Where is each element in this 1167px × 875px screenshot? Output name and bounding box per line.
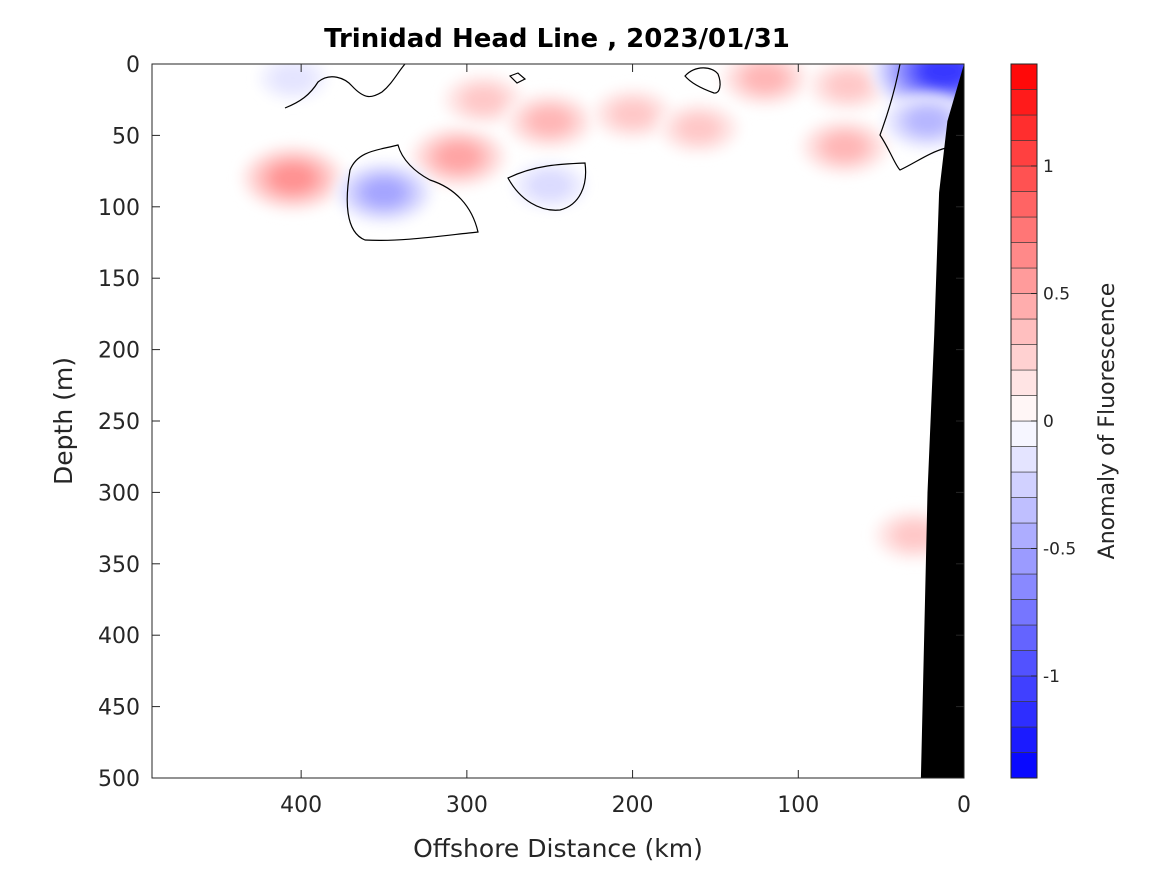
colorbar-level <box>1010 650 1038 677</box>
colorbar-level <box>1010 548 1038 575</box>
positive-anomaly <box>592 88 673 140</box>
colorbar-level <box>1010 420 1038 447</box>
bathymetry-shelf <box>920 64 964 778</box>
colorbar-tick-label: -0.5 <box>1043 540 1076 560</box>
colorbar-label: Anomaly of Fluorescence <box>1095 283 1120 560</box>
y-axis-label: Depth (m) <box>49 357 78 485</box>
x-tick-label: 100 <box>777 793 819 818</box>
colorbar-level <box>1010 140 1038 167</box>
colorbar-tick-label: 1 <box>1043 157 1054 177</box>
zero-contour-line <box>684 67 721 94</box>
colorbar-level <box>1010 344 1038 371</box>
zero-contour-line <box>284 64 406 109</box>
anomaly-field <box>240 64 964 561</box>
colorbar-level <box>1010 318 1038 345</box>
colorbar-level <box>1010 701 1038 728</box>
x-tick-label: 0 <box>957 793 971 818</box>
colorbar-level <box>1010 471 1038 498</box>
colorbar-frame <box>1010 63 1038 779</box>
negative-anomaly <box>513 162 586 209</box>
colorbar-level <box>1010 752 1038 779</box>
y-tick-label: 200 <box>98 339 140 364</box>
colorbar-level <box>1010 573 1038 600</box>
x-axis: 400 300 200 100 0 <box>280 64 971 818</box>
colorbar-level <box>1010 497 1038 524</box>
positive-anomaly <box>505 93 594 150</box>
negative-anomaly <box>258 64 327 101</box>
colorbar: -1 -0.5 0 0.5 1 <box>1010 63 1076 779</box>
colorbar-level <box>1010 63 1038 90</box>
positive-anomaly <box>800 118 889 175</box>
colorbar-level <box>1010 165 1038 192</box>
positive-anomaly <box>808 64 888 111</box>
x-tick-label: 300 <box>446 793 488 818</box>
zero-contour-line <box>879 64 947 171</box>
positive-anomaly <box>721 64 810 107</box>
x-axis-label: Offshore Distance (km) <box>413 834 703 863</box>
y-tick-label: 250 <box>98 410 140 435</box>
positive-anomaly <box>658 102 739 154</box>
colorbar-level <box>1010 522 1038 549</box>
zero-contours <box>284 64 947 241</box>
y-tick-label: 50 <box>112 124 140 149</box>
y-tick-label: 400 <box>98 624 140 649</box>
colorbar-level <box>1010 599 1038 626</box>
y-axis: 0 50 100 150 200 250 300 350 400 450 500 <box>98 53 964 792</box>
y-tick-label: 300 <box>98 481 140 506</box>
colorbar-level <box>1010 726 1038 753</box>
colorbar-level <box>1010 114 1038 141</box>
positive-anomaly <box>443 74 524 126</box>
colorbar-level <box>1010 675 1038 702</box>
chart-title: Trinidad Head Line , 2023/01/31 <box>324 24 790 54</box>
positive-anomaly <box>240 145 345 212</box>
y-tick-label: 0 <box>126 53 140 78</box>
colorbar-level <box>1010 89 1038 116</box>
colorbar-level <box>1010 191 1038 218</box>
colorbar-tick-label: 0 <box>1043 412 1054 432</box>
colorbar-level <box>1010 446 1038 473</box>
colorbar-level <box>1010 624 1038 651</box>
y-tick-label: 350 <box>98 553 140 578</box>
colorbar-tick-label: 0.5 <box>1043 285 1070 305</box>
y-tick-label: 100 <box>98 196 140 221</box>
x-tick-label: 200 <box>612 793 654 818</box>
zero-contour-line <box>346 144 479 241</box>
y-tick-label: 150 <box>98 267 140 292</box>
colorbar-level <box>1010 216 1038 243</box>
x-tick-label: 400 <box>280 793 322 818</box>
colorbar-level <box>1010 293 1038 320</box>
colorbar-level <box>1010 267 1038 294</box>
colorbar-level <box>1010 369 1038 396</box>
y-tick-label: 500 <box>98 767 140 792</box>
colorbar-tick-label: -1 <box>1043 667 1060 687</box>
zero-contour-line <box>508 72 527 84</box>
negative-anomaly <box>883 93 964 150</box>
colorbar-level <box>1010 242 1038 269</box>
negative-anomaly <box>336 162 432 224</box>
colorbar-level <box>1010 395 1038 422</box>
zero-contour-line <box>507 162 587 211</box>
y-tick-label: 450 <box>98 696 140 721</box>
positive-anomaly <box>410 126 507 188</box>
